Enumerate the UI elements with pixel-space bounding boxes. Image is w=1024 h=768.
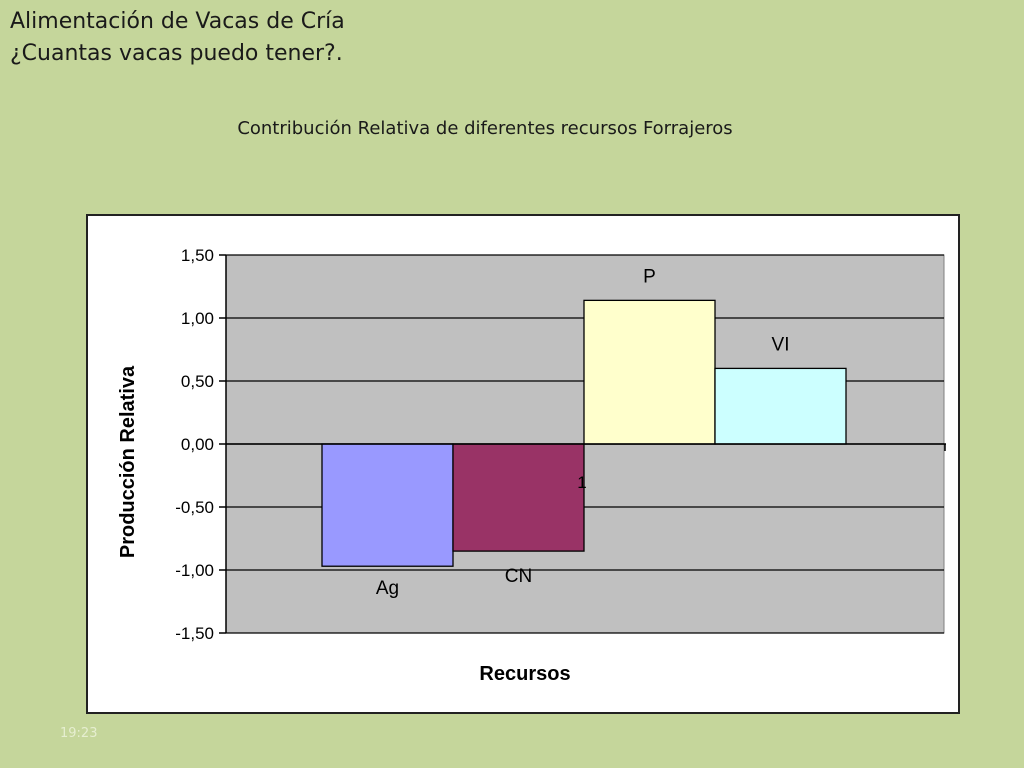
y-tick-label: 0,00	[181, 435, 214, 454]
bar-cn	[452, 443, 585, 552]
data-label-ag: Ag	[376, 578, 399, 599]
y-tick-label: -0,50	[175, 498, 214, 517]
bar-ag	[321, 443, 454, 567]
y-tick-label: 1,00	[181, 309, 214, 328]
y-tick-label: -1,50	[175, 624, 214, 643]
timestamp: 19:23	[60, 726, 98, 741]
y-tick-label: 1,50	[181, 246, 214, 265]
chart-frame: 1,50 1,00 0,50 0,00 -0,50 -1,00 -1,50 1 Ag CN P VI R…	[86, 214, 960, 714]
chart-subtitle: Contribución Relativa de diferentes recu…	[237, 118, 733, 139]
y-tick-label: 0,50	[181, 372, 214, 391]
bar-p	[583, 299, 716, 445]
x-axis-title: Recursos	[479, 663, 570, 685]
bar-chart: 1,50 1,00 0,50 0,00 -0,50 -1,00 -1,50 1 Ag CN P VI R…	[117, 246, 946, 685]
x-tick-label: 1	[577, 473, 586, 492]
data-label-vi: VI	[772, 334, 790, 355]
data-label-p: P	[643, 266, 656, 287]
slide-title: Alimentación de Vacas de Cría ¿Cuantas v…	[10, 6, 345, 70]
bar-vi	[714, 367, 847, 445]
y-tick-label: -1,00	[175, 561, 214, 580]
data-label-cn: CN	[505, 566, 532, 587]
slide-title-line-2: ¿Cuantas vacas puedo tener?.	[10, 41, 343, 66]
slide-title-line-1: Alimentación de Vacas de Cría	[10, 9, 345, 34]
y-axis-title: Producción Relativa	[117, 365, 139, 558]
